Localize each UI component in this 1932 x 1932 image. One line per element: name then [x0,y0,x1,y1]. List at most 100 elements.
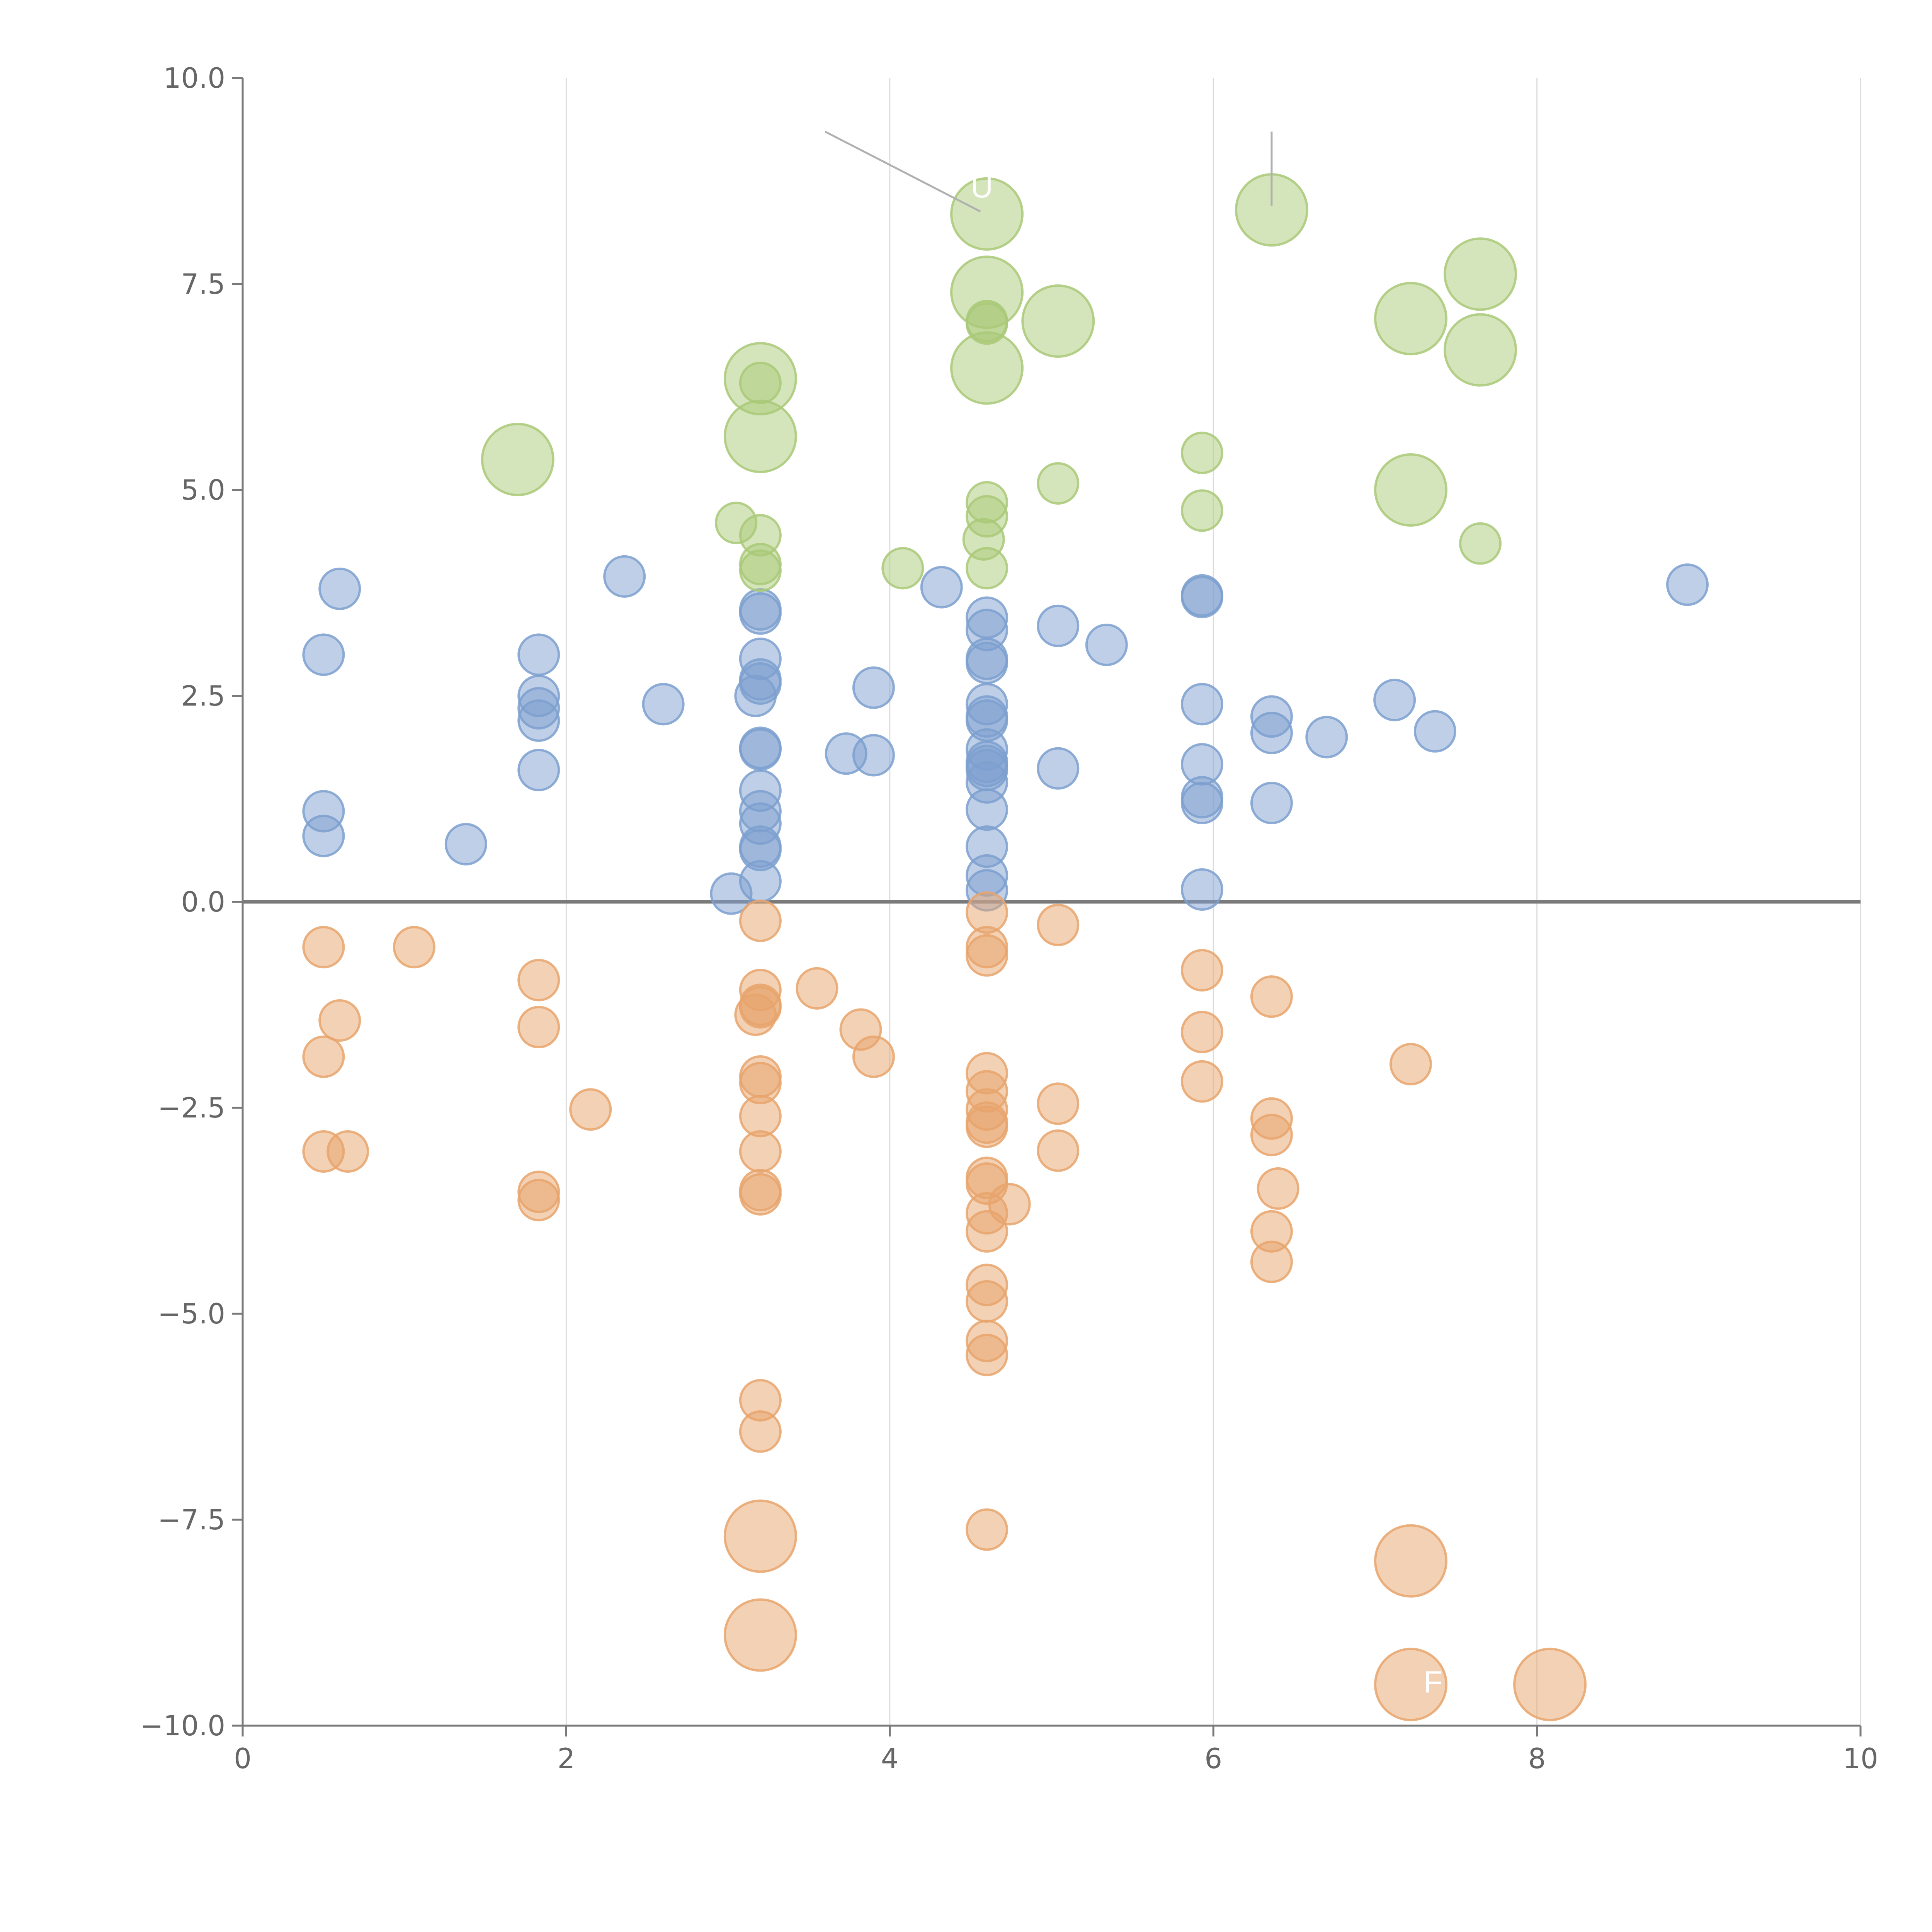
data-point [302,815,345,857]
data-point [852,666,895,709]
data-point [966,1508,1009,1551]
y-tick-label: 10.0 [163,62,225,94]
data-point [739,1173,782,1216]
data-point [517,1179,560,1221]
data-point [1180,949,1223,992]
data-point [1037,903,1080,946]
data-point [1085,623,1128,666]
data-point [481,423,554,497]
series-negative [302,891,1587,1721]
data-point [1250,1114,1293,1156]
data-point [517,748,560,791]
data-point [1180,1010,1223,1053]
data-point [734,675,777,717]
y-tick-label: 7.5 [181,268,225,300]
data-point [1250,711,1293,754]
x-tick-label: 4 [881,1742,899,1775]
data-point [1459,522,1502,565]
series-large [481,173,1517,592]
data-point [1513,1648,1587,1721]
data-point [966,1210,1009,1253]
data-point [1037,1082,1080,1125]
data-point [739,728,782,771]
data-point [1180,1060,1223,1103]
data-point [1389,1043,1432,1086]
data-point [881,547,924,590]
y-tick-label: 5.0 [181,474,225,506]
data-point [302,1035,345,1078]
data-point [739,592,782,635]
data-point [950,177,1024,251]
annotation-label: E [1497,207,1517,241]
y-tick-label: 2.5 [181,680,225,712]
y-axis-ticks: −10.0 −7.5 −5.0 −2.5 0.0 2.5 5.0 7.5 10.0 [140,62,243,1742]
data-point [517,959,560,1002]
data-point [1037,747,1080,790]
data-point [739,860,782,903]
x-tick-label: 6 [1204,1742,1222,1775]
x-tick-label: 10 [1843,1742,1878,1775]
data-point [1250,782,1293,825]
data-point [966,788,1009,831]
data-point [950,331,1024,405]
data-point [966,934,1009,977]
data-point [1180,683,1223,726]
data-point [1180,432,1223,474]
data-point [1413,710,1456,753]
data-point [739,1130,782,1173]
data-point [1666,563,1709,606]
data-point [1037,1129,1080,1172]
data-point [517,633,560,676]
data-point [1257,1167,1299,1210]
data-point [1037,604,1080,647]
data-point [966,641,1009,684]
data-point [1444,313,1517,387]
x-tick-label: 0 [234,1742,252,1775]
data-point [739,549,782,592]
data-point [723,1499,797,1573]
annotation-leader-line [825,131,981,213]
data-point [966,1280,1009,1323]
data-point [852,1035,895,1078]
x-tick-label: 8 [1528,1742,1546,1775]
data-point [1444,237,1517,311]
data-point [642,683,685,726]
data-point [920,566,963,609]
data-point [517,699,560,742]
data-point [1180,576,1223,619]
data-point [988,1183,1031,1226]
data-point [1374,1648,1448,1721]
data-point [302,633,345,676]
data-point [734,993,777,1036]
data-point [1374,453,1448,527]
data-point [1250,1240,1293,1283]
data-point [1305,716,1348,759]
data-point [723,400,797,473]
data-point [1021,284,1095,358]
data-point [318,567,361,610]
data-points [302,173,1709,1721]
data-point [739,1410,782,1453]
annotation-label: F [1424,1665,1443,1699]
data-point [1374,282,1448,355]
series-positive [302,555,1709,915]
data-point [1250,975,1293,1018]
data-point [327,1130,369,1173]
data-point [852,734,895,777]
y-tick-label: 0.0 [181,886,225,918]
data-point [966,1105,1009,1148]
data-point [966,1333,1009,1376]
annotation-label: U [971,170,993,204]
y-tick-label: −7.5 [158,1503,225,1536]
data-point [1037,462,1080,505]
data-point [1373,679,1416,721]
data-point [1180,782,1223,825]
y-tick-label: −2.5 [158,1092,225,1124]
data-point [723,1598,797,1672]
data-point [444,823,487,866]
x-tick-label: 2 [557,1742,575,1775]
data-point [302,926,345,969]
data-point [739,1095,782,1138]
annotations: U E F [825,131,1517,1699]
